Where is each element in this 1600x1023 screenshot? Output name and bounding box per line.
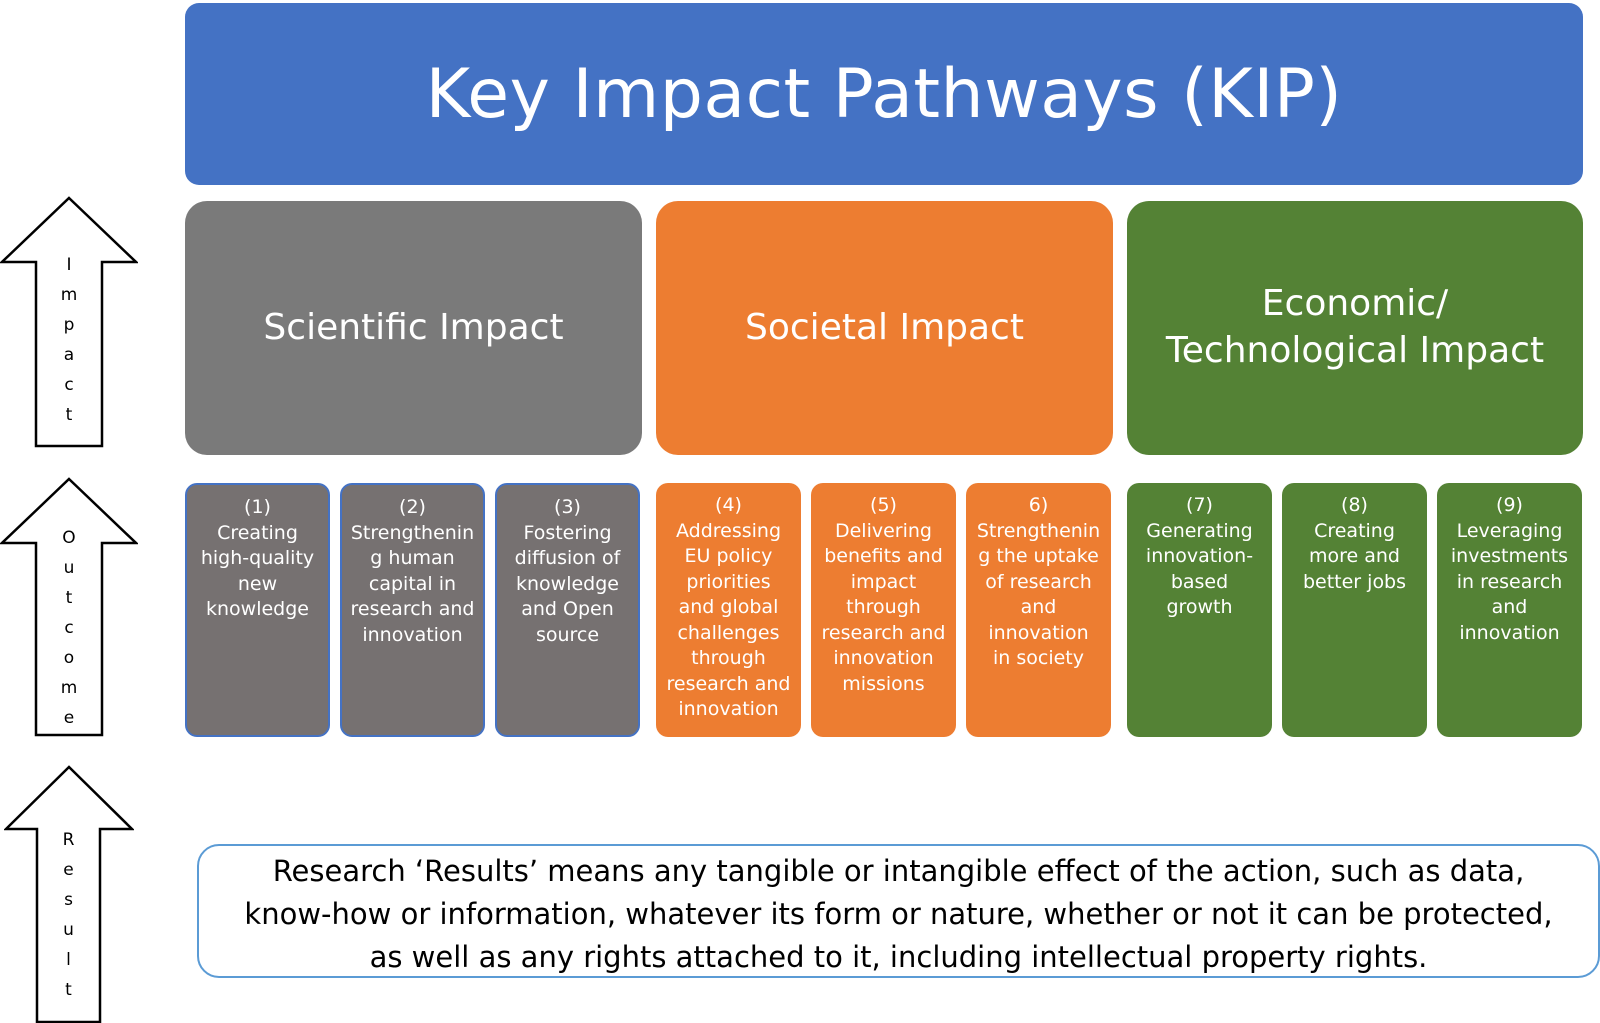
outcome-text-4: (4) Addressing EU policy priorities and … (666, 494, 791, 720)
result-arrow: R e s u l t (4, 765, 134, 1023)
outcome-box-6: 6) Strengthenin g the uptake of research… (966, 483, 1111, 737)
scientific-impact-box: Scientific Impact (185, 201, 642, 455)
economic-impact-label: Economic/ Technological Impact (1165, 283, 1545, 371)
up-arrow-icon (0, 477, 138, 737)
outcome-arrow-label: O u t c o m e (60, 528, 78, 728)
outcome-text-5: (5) Delivering benefits and impact throu… (821, 494, 946, 695)
outcome-text-8: (8) Creating more and better jobs (1302, 494, 1407, 593)
outcome-text-6: 6) Strengthenin g the uptake of research… (976, 494, 1101, 669)
up-arrow-icon (4, 765, 134, 1023)
societal-impact-label: Societal Impact (745, 306, 1024, 348)
outcome-box-7: (7) Generating innovation- based growth (1127, 483, 1272, 737)
outcome-box-4: (4) Addressing EU policy priorities and … (656, 483, 801, 737)
societal-impact-box: Societal Impact (656, 201, 1113, 455)
impact-arrow: I m p a c t (0, 196, 138, 448)
outcome-box-2: (2) Strengthenin g human capital in rese… (340, 483, 485, 737)
outcome-arrow: O u t c o m e (0, 477, 138, 737)
result-definition-box: Research ‘Results’ means any tangible or… (197, 844, 1600, 978)
outcome-box-3: (3) Fostering diffusion of knowledge and… (495, 483, 640, 737)
up-arrow-icon (0, 196, 138, 448)
diagram-title: Key Impact Pathways (KIP) (185, 3, 1583, 185)
outcome-box-1: (1) Creating high-quality new knowledge (185, 483, 330, 737)
economic-impact-box: Economic/ Technological Impact (1127, 201, 1583, 455)
impact-arrow-label: I m p a c t (60, 255, 78, 425)
outcome-text-2: (2) Strengthenin g human capital in rese… (350, 496, 475, 646)
outcome-box-9: (9) Leveraging investments in research a… (1437, 483, 1582, 737)
outcome-text-7: (7) Generating innovation- based growth (1145, 494, 1254, 618)
outcome-box-5: (5) Delivering benefits and impact throu… (811, 483, 956, 737)
outcome-text-1: (1) Creating high-quality new knowledge (200, 496, 315, 620)
result-definition-text: Research ‘Results’ means any tangible or… (244, 853, 1553, 974)
result-arrow-label: R e s u l t (62, 830, 75, 1000)
outcome-text-9: (9) Leveraging investments in research a… (1450, 494, 1569, 644)
outcome-box-8: (8) Creating more and better jobs (1282, 483, 1427, 737)
outcome-text-3: (3) Fostering diffusion of knowledge and… (514, 496, 621, 646)
scientific-impact-label: Scientific Impact (263, 306, 564, 348)
